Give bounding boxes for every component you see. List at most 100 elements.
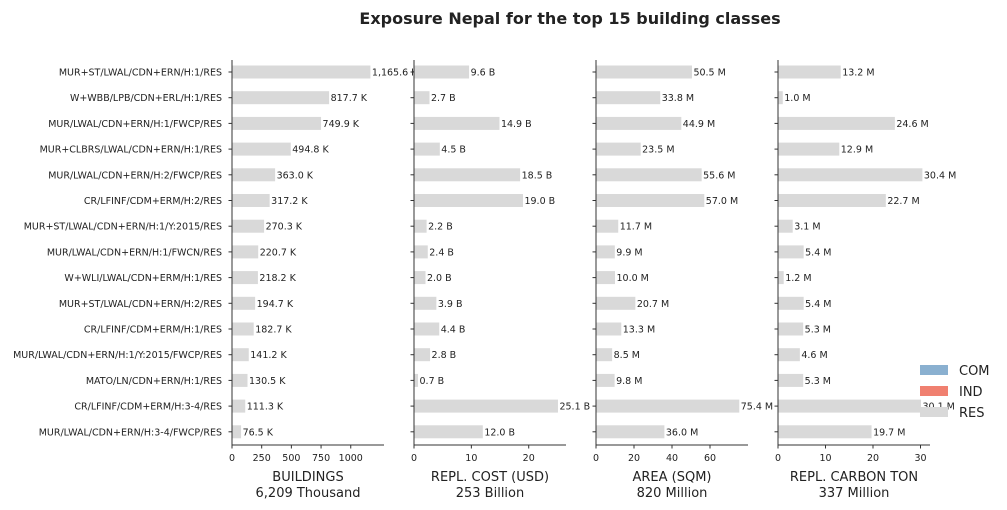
legend-label: RES: [959, 406, 985, 421]
x-axis-label: BUILDINGS: [272, 470, 343, 485]
value-label: 8.5 M: [614, 350, 640, 361]
value-label: 2.2 B: [428, 222, 453, 233]
value-label: 9.9 M: [616, 247, 642, 258]
value-label: 4.4 B: [441, 325, 466, 336]
bar: [596, 65, 692, 79]
value-label: 220.7 K: [260, 247, 297, 258]
value-label: 1,165.6 K: [372, 68, 418, 79]
category-label: CR/LFINF/CDM+ERM/H:1/RES: [84, 325, 222, 336]
x-tick-label: 0: [593, 453, 599, 464]
value-label: 30.4 M: [924, 170, 956, 181]
value-label: 19.0 B: [524, 196, 555, 207]
bar: [596, 142, 641, 156]
x-axis-label: AREA (SQM): [632, 470, 711, 485]
bar: [232, 322, 254, 336]
category-label: MUR/LWAL/CDN+ERN/H:1/Y:2015/FWCP/RES: [13, 350, 222, 361]
category-label: MUR/LWAL/CDN+ERN/H:2/FWCP/RES: [48, 170, 222, 181]
category-label: W+WLI/LWAL/CDN+ERM/H:1/RES: [64, 273, 222, 284]
bar: [232, 425, 242, 439]
x-tick-label: 20: [628, 453, 640, 464]
bar: [414, 91, 430, 105]
bar: [596, 116, 682, 130]
value-label: 317.2 K: [271, 196, 308, 207]
value-label: 1.2 M: [785, 273, 811, 284]
bar: [596, 91, 661, 105]
value-label: 4.5 B: [441, 145, 466, 156]
value-label: 2.7 B: [431, 93, 456, 104]
bar: [414, 168, 521, 182]
legend-swatch-ind: [920, 386, 948, 396]
category-label: MUR+ST/LWAL/CDN+ERN/H:2/RES: [59, 299, 222, 310]
bar: [232, 348, 249, 362]
bar: [596, 348, 613, 362]
panel-2: 9.6 B 2.7 B 14.9 B 4.5 B 18.5 B 19.0 B 2.2 B 2.…: [410, 60, 590, 501]
value-label: 25.1 B: [559, 402, 590, 413]
value-label: 5.4 M: [805, 299, 831, 310]
bar: [596, 296, 636, 310]
x-tick-label: 0: [775, 453, 781, 464]
x-tick-label: 30: [914, 453, 926, 464]
value-label: 182.7 K: [255, 325, 292, 336]
bar: [778, 373, 804, 387]
bar: [232, 65, 371, 79]
value-label: 11.7 M: [620, 222, 652, 233]
bar: [414, 373, 419, 387]
value-label: 9.8 M: [616, 376, 642, 387]
category-label: W+WBB/LPB/CDN+ERL/H:1/RES: [70, 93, 222, 104]
bar: [778, 65, 841, 79]
bar: [778, 348, 800, 362]
value-label: 18.5 B: [522, 170, 553, 181]
bar: [414, 116, 500, 130]
value-label: 4.6 M: [801, 350, 827, 361]
bar: [778, 194, 886, 207]
bar: [414, 322, 440, 336]
value-label: 12.0 B: [484, 427, 515, 438]
bar: [778, 219, 793, 233]
value-label: 1.0 M: [784, 93, 810, 104]
bar: [778, 116, 895, 130]
bar: [778, 168, 923, 182]
value-label: 36.0 M: [666, 427, 698, 438]
x-tick-label: 750: [312, 453, 330, 464]
value-label: 218.2 K: [259, 273, 296, 284]
bar: [232, 245, 259, 259]
value-label: 363.0 K: [277, 170, 314, 181]
x-axis-label: REPL. COST (USD): [431, 470, 549, 485]
value-label: 141.2 K: [250, 350, 287, 361]
x-tick-label: 20: [867, 453, 879, 464]
bar: [778, 425, 872, 439]
legend-swatch-res: [920, 407, 948, 417]
value-label: 749.9 K: [323, 119, 360, 130]
bar: [414, 245, 428, 259]
bar: [778, 296, 804, 310]
value-label: 3.9 B: [438, 299, 463, 310]
panel-4: 13.2 M 1.0 M 24.6 M 12.9 M 30.4 M 22.7 M 3.1 M…: [774, 60, 956, 501]
bar: [232, 219, 265, 233]
value-label: 13.3 M: [623, 325, 655, 336]
bar: [778, 399, 921, 413]
bar: [596, 219, 619, 233]
x-tick-label: 10: [465, 453, 477, 464]
category-label: MUR+CLBRS/LWAL/CDN+ERN/H:1/RES: [40, 145, 222, 156]
value-label: 57.0 M: [706, 196, 738, 207]
x-tick-label: 60: [704, 453, 716, 464]
legend-label: IND: [959, 385, 983, 400]
category-label: CR/LFINF/CDM+ERM/H:2/RES: [84, 196, 222, 207]
bar: [232, 399, 246, 413]
value-label: 494.8 K: [292, 145, 329, 156]
bar: [414, 425, 483, 439]
bar: [414, 399, 558, 413]
bar: [414, 142, 440, 156]
value-label: 194.7 K: [257, 299, 294, 310]
bar: [414, 348, 431, 362]
value-label: 0.7 B: [420, 376, 445, 387]
legend-swatch-com: [920, 365, 948, 375]
legend-label: COM: [959, 364, 990, 379]
bar: [414, 194, 523, 207]
bar: [414, 65, 470, 79]
bar: [778, 322, 804, 336]
x-tick-label: 40: [666, 453, 678, 464]
x-axis-label: REPL. CARBON TON: [790, 470, 918, 485]
category-label: MUR+ST/LWAL/CDN+ERN/H:1/Y:2015/RES: [24, 222, 222, 233]
